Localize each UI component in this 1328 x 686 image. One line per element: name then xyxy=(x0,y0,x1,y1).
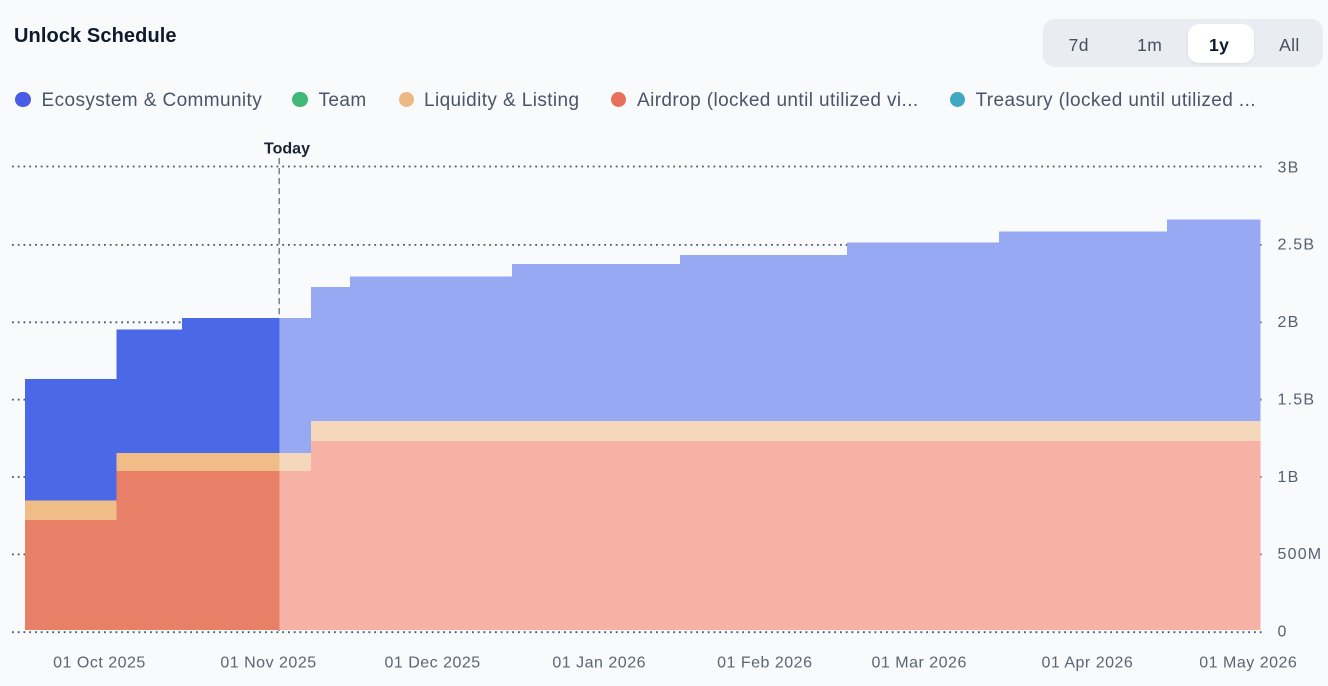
svg-text:01 Oct 2025: 01 Oct 2025 xyxy=(53,655,146,672)
svg-text:01 Mar 2026: 01 Mar 2026 xyxy=(872,655,967,672)
svg-text:2B: 2B xyxy=(1278,314,1300,331)
svg-text:01 May 2026: 01 May 2026 xyxy=(1199,655,1297,672)
svg-text:01 Jan 2026: 01 Jan 2026 xyxy=(552,655,646,672)
svg-text:01 Apr 2026: 01 Apr 2026 xyxy=(1042,655,1134,672)
svg-text:01 Nov 2025: 01 Nov 2025 xyxy=(220,655,316,672)
svg-text:0: 0 xyxy=(1278,624,1288,641)
svg-text:3B: 3B xyxy=(1278,159,1300,176)
svg-text:1B: 1B xyxy=(1278,469,1300,486)
svg-text:01 Dec 2025: 01 Dec 2025 xyxy=(384,655,480,672)
svg-text:2.5B: 2.5B xyxy=(1278,237,1316,254)
svg-text:1.5B: 1.5B xyxy=(1278,391,1316,408)
svg-text:Today: Today xyxy=(264,141,310,158)
svg-text:01 Feb 2026: 01 Feb 2026 xyxy=(717,655,812,672)
svg-text:500M: 500M xyxy=(1278,546,1323,563)
